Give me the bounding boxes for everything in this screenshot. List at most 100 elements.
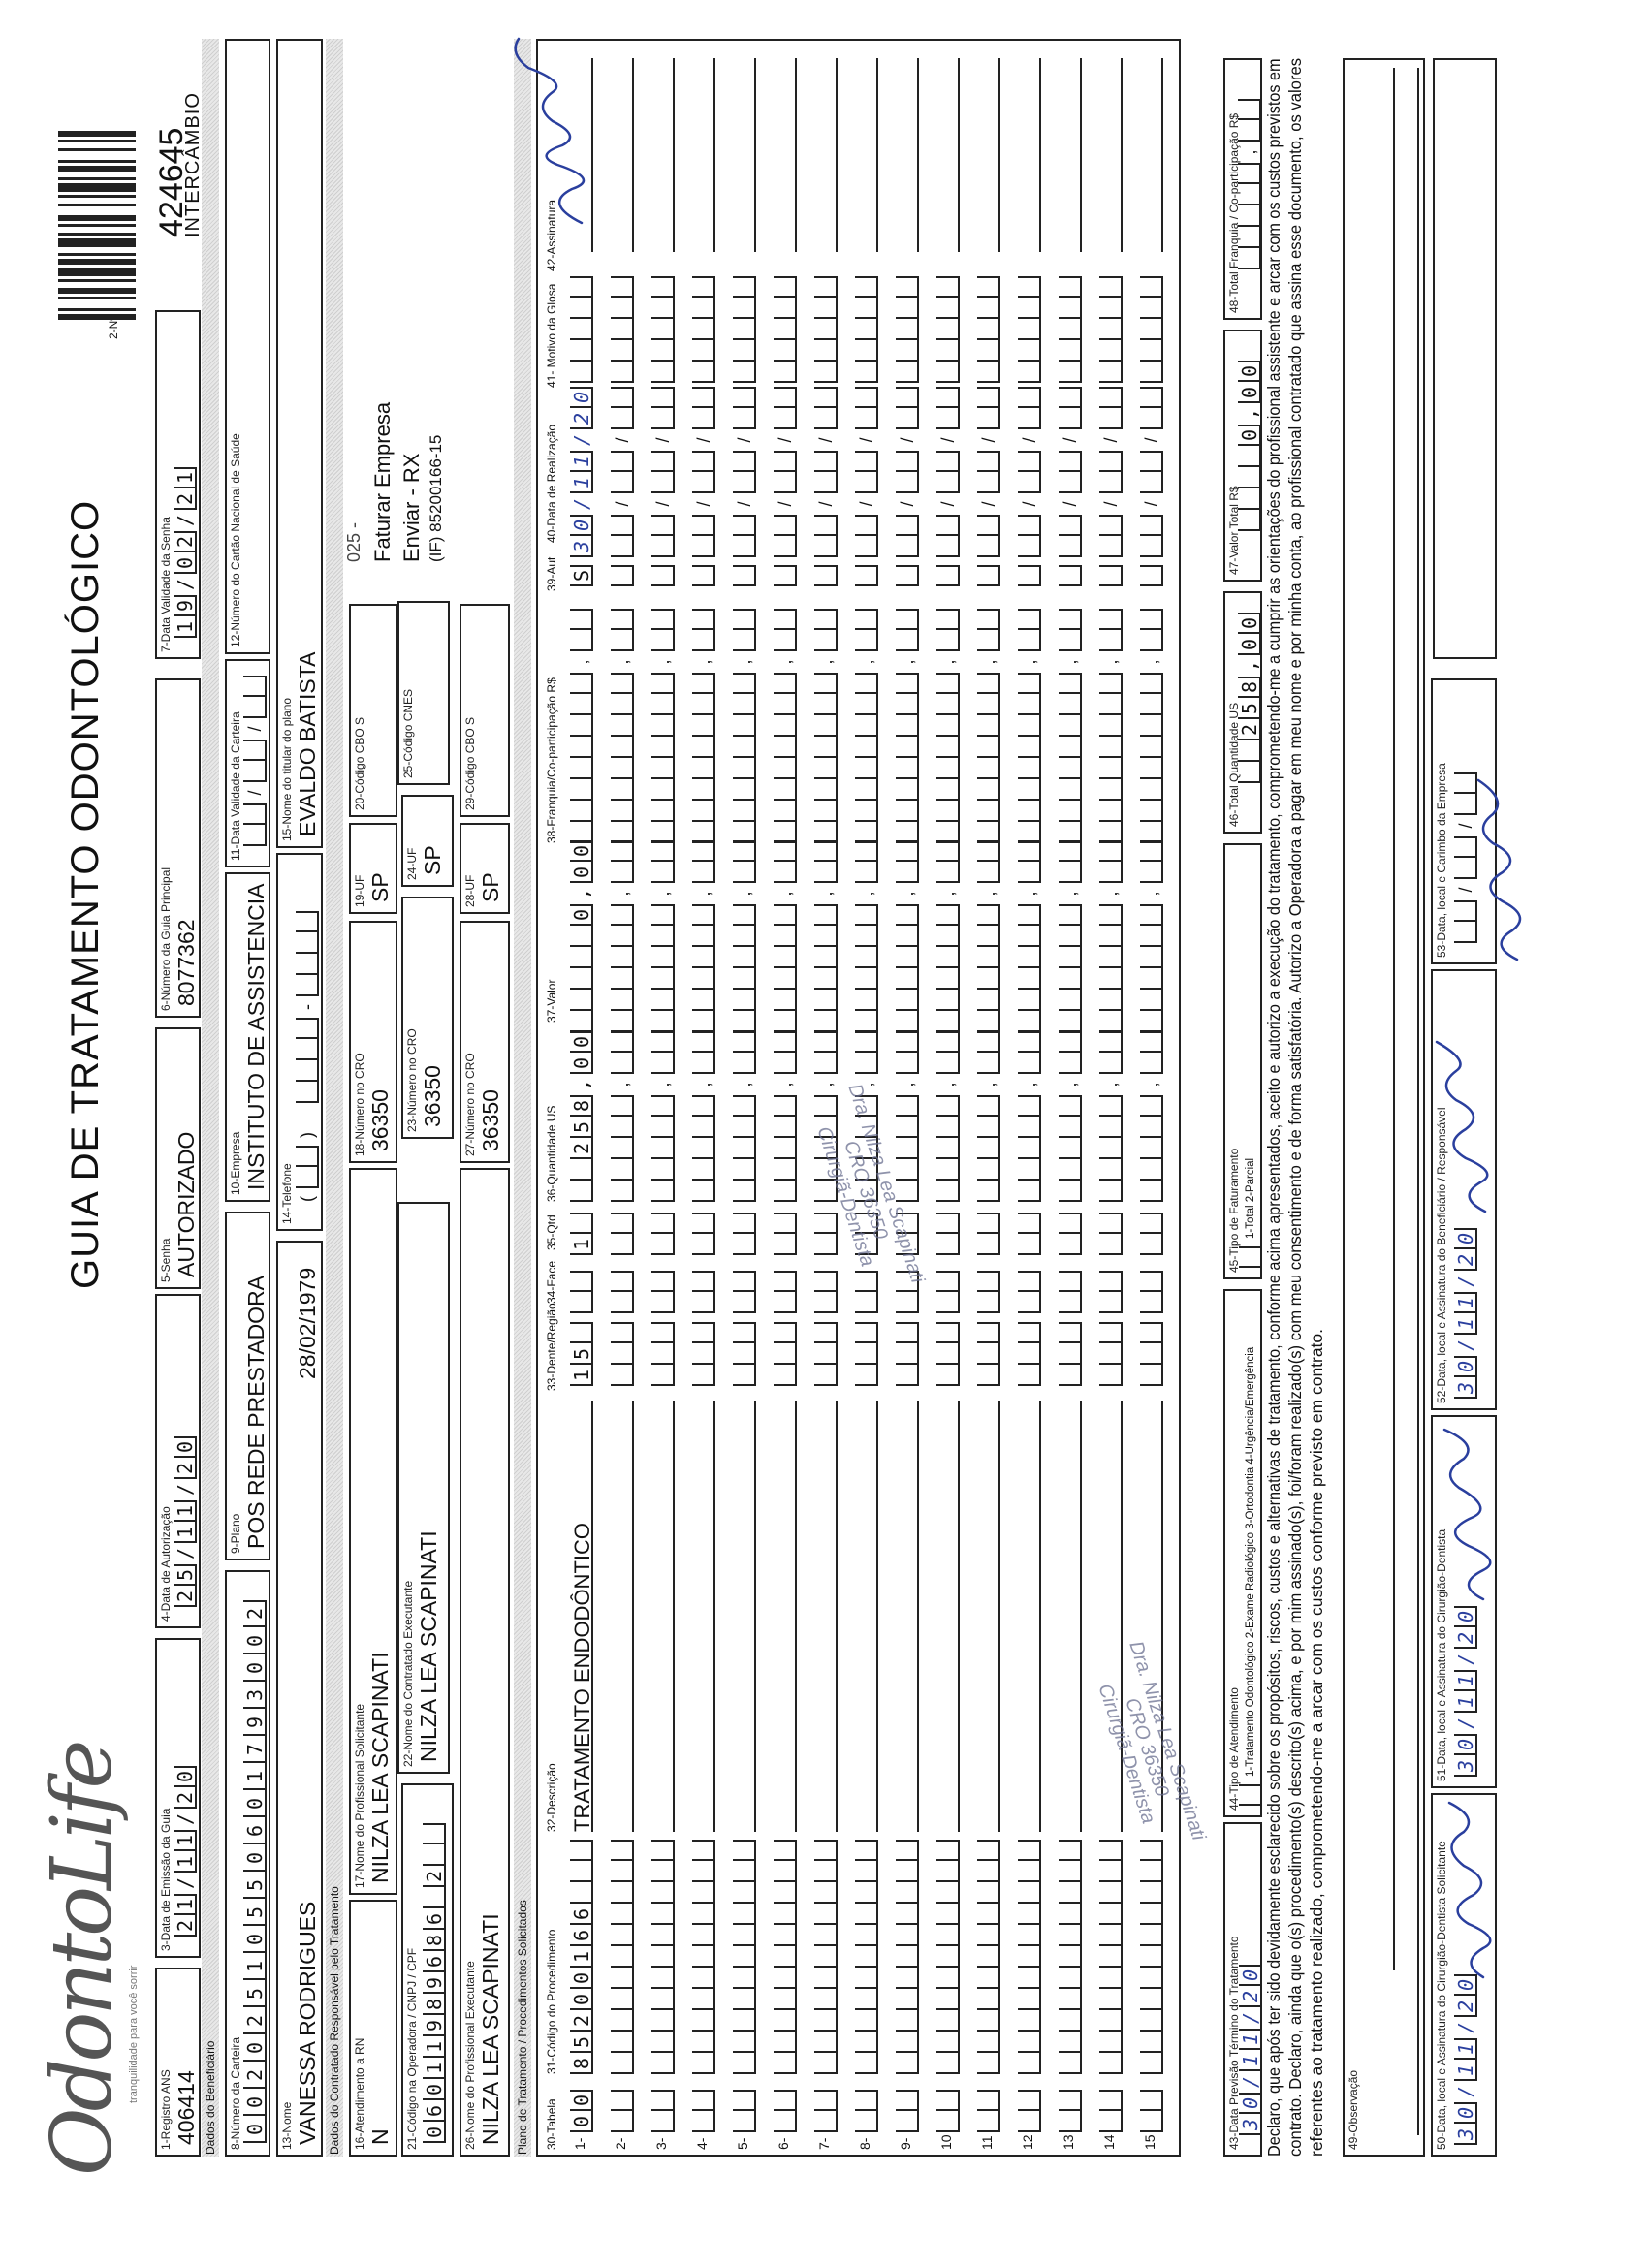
cell-valor[interactable]: , [896, 840, 919, 1032]
cell-dente[interactable] [651, 1322, 675, 1386]
cell-valor[interactable]: , [651, 840, 675, 1032]
cell-glosa[interactable] [1099, 276, 1123, 383]
cell-valor[interactable]: , [1099, 840, 1123, 1032]
field-uf-executante[interactable]: 24-UF SP [401, 795, 454, 887]
cell-face[interactable] [774, 1271, 797, 1313]
cell-qtd_us[interactable]: 258,00 [570, 1026, 593, 1202]
cell-data[interactable]: / / [1059, 387, 1082, 557]
cell-tabela[interactable] [1140, 2090, 1163, 2132]
cell-aut[interactable] [1018, 565, 1041, 586]
cell-glosa[interactable] [651, 276, 675, 383]
cell-qtd_us[interactable]: , [896, 1031, 919, 1202]
cell-tabela[interactable] [1018, 2090, 1041, 2132]
cell-dente[interactable] [977, 1322, 1000, 1386]
cell-codigo[interactable] [896, 1840, 919, 2074]
cell-dente[interactable] [1099, 1322, 1123, 1386]
cell-dente[interactable]: 15 [570, 1322, 593, 1386]
field-assinatura-executante[interactable]: 51-Data, local e Assinatura do Cirurgião… [1431, 1415, 1497, 1788]
field-registro-ans[interactable]: 1-Registro ANS 406414 [155, 1968, 201, 2157]
field-carteira[interactable]: 8-Número da Carteira 0020251055060179300… [225, 1570, 270, 2157]
field-guia-principal[interactable]: 6-Número da Guia Principal 8077362 [155, 678, 201, 1018]
cell-assinatura[interactable] [1099, 58, 1123, 252]
field-cbo-profissional[interactable]: 29-Código CBO S [460, 604, 510, 817]
cell-qtd_us[interactable]: , [611, 1031, 634, 1202]
cell-qtd[interactable]: 1 [570, 1213, 593, 1255]
cell-dente[interactable] [936, 1322, 960, 1386]
cell-codigo[interactable] [814, 1840, 838, 2074]
cell-qtd_us[interactable]: , [1140, 1031, 1163, 1202]
cell-descricao[interactable] [611, 1401, 634, 1832]
cell-qtd[interactable] [977, 1213, 1000, 1255]
cell-franquia[interactable]: , [855, 609, 878, 843]
cell-aut[interactable] [896, 565, 919, 586]
cell-descricao[interactable] [1059, 1401, 1082, 1832]
cell-valor[interactable]: , [692, 840, 715, 1032]
cell-qtd_us[interactable]: , [1059, 1031, 1082, 1202]
field-previsao[interactable]: 43-Data Previsão Término do Tratamento 3… [1223, 1822, 1262, 2157]
cell-valor[interactable]: , [814, 840, 838, 1032]
cell-data[interactable]: / / [651, 387, 675, 557]
field-tipo-faturamento[interactable]: 45-Tipo de Faturamento 1-Total 2-Parcial [1223, 843, 1262, 1279]
cell-aut[interactable]: S [570, 560, 593, 586]
cell-franquia[interactable]: , [814, 609, 838, 843]
cell-data[interactable]: / / [977, 387, 1000, 557]
cell-aut[interactable] [1140, 565, 1163, 586]
cell-tabela[interactable] [651, 2090, 675, 2132]
cell-face[interactable] [570, 1271, 593, 1313]
field-solicitante[interactable]: 17-Nome do Profissional Solicitante NILZ… [349, 1168, 397, 1895]
cell-franquia[interactable]: , [936, 609, 960, 843]
cell-qtd_us[interactable]: , [1018, 1031, 1041, 1202]
field-valor-total[interactable]: 47-Valor Total R$ 0,00 [1223, 330, 1262, 582]
cell-descricao[interactable] [1099, 1401, 1123, 1832]
field-empresa[interactable]: 10-Empresa INSTITUTO DE ASSISTENCIA [225, 872, 270, 1202]
cell-glosa[interactable] [855, 276, 878, 383]
field-telefone[interactable]: 14-Telefone () - [276, 853, 323, 1231]
cell-data[interactable]: / / [936, 387, 960, 557]
cell-glosa[interactable] [1140, 276, 1163, 383]
field-data-autorizacao[interactable]: 4-Data de Autorização 25/11/20 [155, 1294, 201, 1628]
field-observacao[interactable]: 49-Observação [1343, 58, 1425, 2157]
cell-valor[interactable]: , [611, 840, 634, 1032]
cell-glosa[interactable] [570, 276, 593, 383]
cell-valor[interactable]: , [936, 840, 960, 1032]
cell-qtd[interactable] [733, 1213, 756, 1255]
cell-tabela[interactable] [896, 2090, 919, 2132]
cell-qtd[interactable] [896, 1213, 919, 1255]
cell-assinatura[interactable] [733, 58, 756, 252]
field-titular[interactable]: 15-Nome do titular do plano EVALDO BATIS… [276, 39, 323, 848]
cell-aut[interactable] [611, 565, 634, 586]
cell-data[interactable]: / / [896, 387, 919, 557]
field-codigo-operadora[interactable]: 21-Código na Operadora / CNPJ / CPF 0601… [401, 1783, 454, 2157]
cell-valor[interactable]: , [774, 840, 797, 1032]
cell-assinatura[interactable] [774, 58, 797, 252]
cell-dente[interactable] [1059, 1322, 1082, 1386]
cell-tabela[interactable] [855, 2090, 878, 2132]
cell-descricao[interactable] [814, 1401, 838, 1832]
cell-valor[interactable]: 0,00 [570, 835, 593, 1032]
field-validade-carteira[interactable]: 11-Data Validade da Carteira / / [225, 659, 270, 867]
cell-aut[interactable] [814, 565, 838, 586]
cell-descricao[interactable] [896, 1401, 919, 1832]
cell-qtd_us[interactable]: , [814, 1031, 838, 1202]
field-profissional-executante[interactable]: 26-Nome do Profissional Executante NILZA… [460, 1168, 510, 2157]
cell-glosa[interactable] [733, 276, 756, 383]
cell-qtd[interactable] [1099, 1213, 1123, 1255]
cell-aut[interactable] [1059, 565, 1082, 586]
cell-face[interactable] [1059, 1271, 1082, 1313]
cell-dente[interactable] [611, 1322, 634, 1386]
cell-franquia[interactable]: , [1059, 609, 1082, 843]
field-uf-profissional[interactable]: 28-UF SP [460, 823, 510, 914]
cell-descricao[interactable] [1018, 1401, 1041, 1832]
cell-franquia[interactable]: , [733, 609, 756, 843]
cell-aut[interactable] [977, 565, 1000, 586]
cell-franquia[interactable]: , [570, 609, 593, 843]
cell-qtd_us[interactable]: , [855, 1031, 878, 1202]
cell-descricao[interactable] [651, 1401, 675, 1832]
cell-valor[interactable]: , [977, 840, 1000, 1032]
field-total-us[interactable]: 46-Total Quantidade US 258,00 [1223, 591, 1262, 834]
cell-face[interactable] [936, 1271, 960, 1313]
cell-face[interactable] [1099, 1271, 1123, 1313]
cell-qtd[interactable] [692, 1213, 715, 1255]
cell-face[interactable] [1140, 1271, 1163, 1313]
cell-assinatura[interactable] [936, 58, 960, 252]
